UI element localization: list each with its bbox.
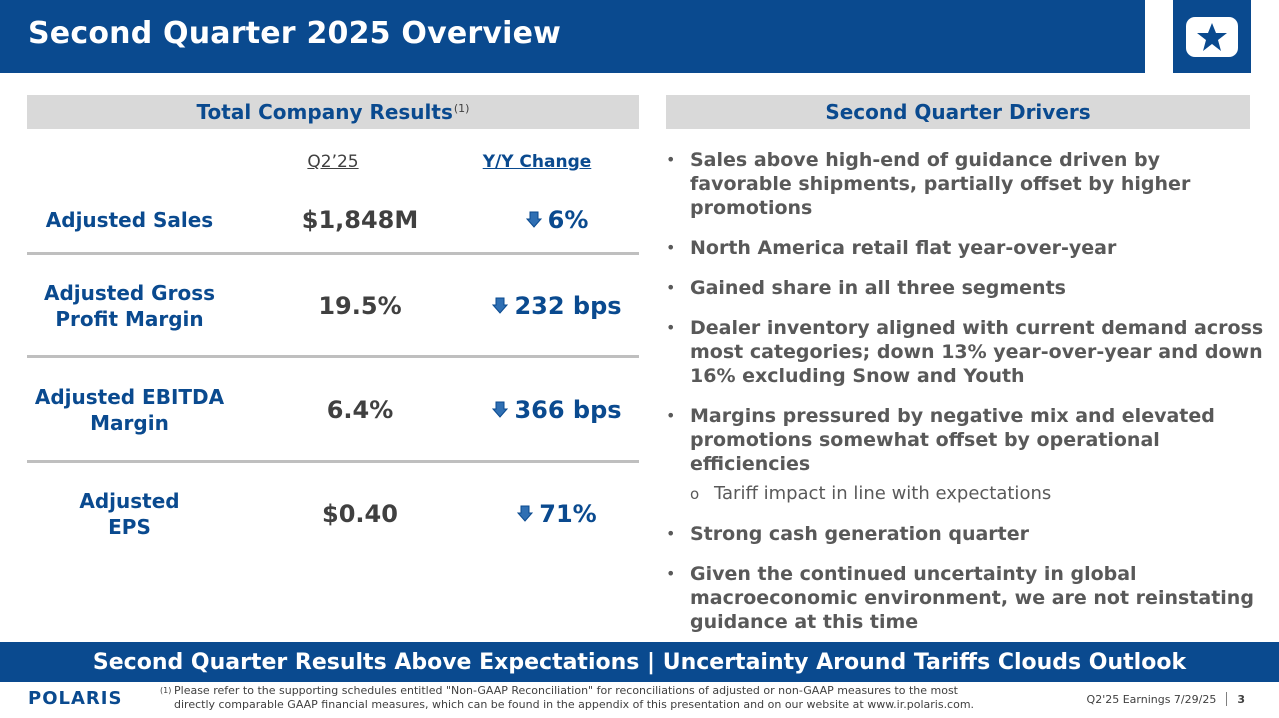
footnote-text: Please refer to the supporting schedules… xyxy=(174,684,975,711)
polaris-star-logo xyxy=(1173,0,1251,73)
driver-bullet: • Gained share in all three segments xyxy=(666,276,1266,300)
row-divider xyxy=(27,252,639,255)
row-change: 232 bps xyxy=(467,292,647,320)
row-value: $1,848M xyxy=(301,206,419,234)
drivers-list: • Sales above high-end of guidance driven… xyxy=(666,148,1266,650)
driver-bullet: • Dealer inventory aligned with current d… xyxy=(666,316,1266,388)
second-quarter-drivers-heading: Second Quarter Drivers xyxy=(666,95,1250,129)
row-label: Adjusted Sales xyxy=(27,207,232,233)
row-change: 6% xyxy=(467,206,647,234)
row-label-line2: EPS xyxy=(108,515,151,539)
left-heading-footnote-mark: (1) xyxy=(453,101,470,115)
page-title: Second Quarter 2025 Overview xyxy=(28,16,562,51)
driver-text: Dealer inventory aligned with current de… xyxy=(690,317,1264,387)
column-header-q2: Q2’25 xyxy=(307,152,359,172)
row-adjusted-eps: Adjusted EPS $0.40 71% xyxy=(27,488,639,544)
sub-bullet-text: Tariff impact in line with expectations xyxy=(714,483,1052,504)
bullet-marker: • xyxy=(666,150,676,169)
row-label-line1: Adjusted Sales xyxy=(45,208,214,232)
footnote-mark: (1) xyxy=(160,686,172,695)
row-label-line1: Adjusted EBITDA xyxy=(34,385,225,409)
row-label-line1: Adjusted Gross xyxy=(43,281,216,305)
footnote: (1) Please refer to the supporting sched… xyxy=(160,684,980,712)
down-arrow-icon xyxy=(517,505,534,522)
driver-bullet: • Strong cash generation quarter xyxy=(666,522,1266,546)
bullet-marker: • xyxy=(666,406,676,425)
driver-text: Margins pressured by negative mix and el… xyxy=(690,405,1215,475)
earnings-label: Q2'25 Earnings 7/29/25 xyxy=(1086,692,1217,706)
driver-bullet: • Sales above high-end of guidance driven… xyxy=(666,148,1266,220)
bullet-marker: • xyxy=(666,564,676,583)
row-label-line1: Adjusted xyxy=(79,489,180,513)
row-divider xyxy=(27,460,639,463)
left-heading-text: Total Company Results xyxy=(196,100,453,124)
row-adjusted-sales: Adjusted Sales $1,848M 6% xyxy=(27,200,639,240)
row-change-value: 71% xyxy=(539,500,597,528)
row-label-line2: Profit Margin xyxy=(55,307,204,331)
driver-bullet: • Given the continued uncertainty in glob… xyxy=(666,562,1266,634)
driver-text: Strong cash generation quarter xyxy=(690,523,1030,545)
summary-banner: Second Quarter Results Above Expectation… xyxy=(0,642,1279,682)
down-arrow-icon xyxy=(492,401,509,418)
page-number: 3 xyxy=(1237,692,1245,706)
driver-text: Given the continued uncertainty in globa… xyxy=(690,563,1254,633)
bullet-marker: • xyxy=(666,524,676,543)
row-value: 6.4% xyxy=(326,396,394,424)
driver-sub-bullet: o Tariff impact in line with expectations xyxy=(666,482,1266,506)
driver-bullet: • North America retail flat year-over-yea… xyxy=(666,236,1266,260)
row-value: 19.5% xyxy=(318,292,402,320)
row-divider xyxy=(27,355,639,358)
right-heading-text: Second Quarter Drivers xyxy=(825,100,1091,124)
driver-text: North America retail flat year-over-year xyxy=(690,237,1117,259)
row-change-value: 366 bps xyxy=(514,396,622,424)
bullet-marker: • xyxy=(666,318,676,337)
down-arrow-icon xyxy=(492,297,509,314)
row-value: $0.40 xyxy=(322,500,398,528)
row-change-value: 232 bps xyxy=(514,292,622,320)
row-change: 71% xyxy=(467,500,647,528)
footer-right: Q2'25 Earnings 7/29/25 3 xyxy=(1087,692,1245,706)
row-adjusted-ebitda-margin: Adjusted EBITDA Margin 6.4% 366 bps xyxy=(27,384,639,440)
row-label: Adjusted EBITDA Margin xyxy=(27,384,232,436)
driver-text: Gained share in all three segments xyxy=(690,277,1066,299)
total-company-results-heading: Total Company Results (1) xyxy=(27,95,639,129)
footer-separator xyxy=(1226,692,1228,706)
row-adjusted-gross-profit-margin: Adjusted Gross Profit Margin 19.5% 232 b… xyxy=(27,280,639,336)
sub-bullet-marker: o xyxy=(690,485,700,503)
bullet-marker: • xyxy=(666,278,676,297)
bullet-marker: • xyxy=(666,238,676,257)
row-label-line2: Margin xyxy=(90,411,169,435)
row-change-value: 6% xyxy=(547,206,589,234)
driver-text: Sales above high-end of guidance driven … xyxy=(690,149,1191,219)
row-label: Adjusted EPS xyxy=(27,488,232,540)
row-label: Adjusted Gross Profit Margin xyxy=(27,280,232,332)
driver-bullet: • Margins pressured by negative mix and e… xyxy=(666,404,1266,476)
title-bar: Second Quarter 2025 Overview xyxy=(0,0,1145,73)
star-logo-icon xyxy=(1186,16,1238,57)
polaris-wordmark-logo: POLARIS xyxy=(28,688,123,709)
column-header-yy-change: Y/Y Change xyxy=(482,152,592,172)
down-arrow-icon xyxy=(525,211,542,228)
row-change: 366 bps xyxy=(467,396,647,424)
